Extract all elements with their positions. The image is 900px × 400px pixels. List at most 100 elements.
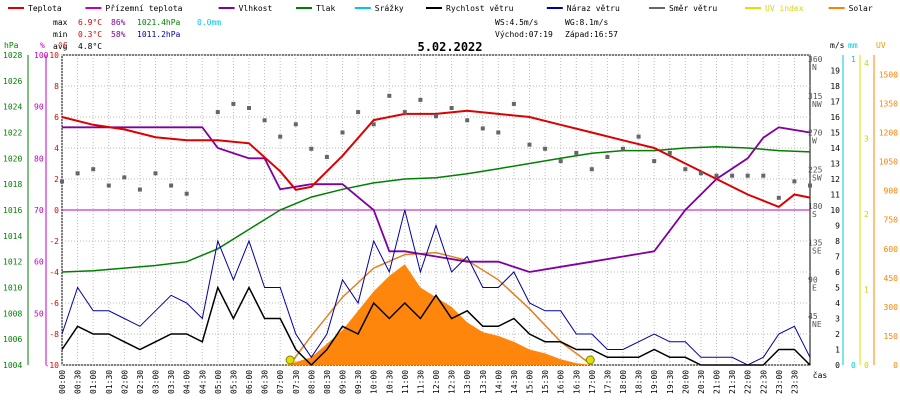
wind-dir-point-43	[745, 173, 750, 178]
wind-tick-14: 5	[835, 284, 840, 293]
hum-tick-1: 90	[34, 103, 44, 112]
wind-dir-point-7	[169, 183, 174, 188]
wind-tick-13: 6	[835, 268, 840, 277]
x-tick-10: 05:00	[214, 370, 223, 394]
wind-dir-point-33	[589, 167, 594, 172]
wind-dir-point-13	[278, 134, 283, 139]
legend-label-0: Teplota	[28, 4, 62, 13]
dir-tick-5: 135	[808, 239, 823, 248]
wind-dir-point-8	[184, 191, 189, 196]
wind-tick-8: 11	[830, 191, 840, 200]
x-tick-4: 02:00	[120, 370, 129, 394]
wind-dir-point-44	[761, 173, 766, 178]
x-tick-23: 11:30	[416, 370, 425, 394]
press-tick-8: 1012	[3, 258, 22, 267]
x-tick-label-4: 02:00	[120, 370, 129, 394]
wind-dir-point-6	[153, 171, 158, 176]
x-tick-label-5: 02:30	[136, 370, 145, 394]
wind-dir-point-12	[262, 118, 267, 123]
rain-tick-0: 1	[851, 55, 856, 64]
wind-dir-point-46	[792, 179, 797, 184]
stats-max-press: 1021.4hPa	[137, 18, 181, 27]
info-wg: WG:8.1m/s	[565, 18, 609, 27]
dir-tick-name-7: NE	[812, 320, 822, 329]
wind-dir-point-15	[309, 146, 314, 151]
dir-tick-7: 45	[808, 312, 818, 321]
x-tick-19: 09:30	[354, 370, 363, 394]
uv-tick-3: 1	[864, 286, 869, 295]
wind-dir-point-21	[402, 110, 407, 115]
uv-tick-2: 2	[864, 210, 869, 219]
x-tick-label-29: 14:30	[510, 370, 519, 394]
wind-gust-line	[61, 209, 811, 366]
dir-tick-1: 315	[808, 92, 823, 101]
dir-tick-name-4: S	[812, 210, 817, 219]
sunrise-marker	[285, 355, 295, 365]
wind-dir-point-28	[511, 101, 516, 106]
legend-label-3: Tlak	[316, 4, 335, 13]
dir-tick-0: 360	[808, 55, 823, 64]
wind-tick-9: 10	[830, 206, 840, 215]
x-tick-label-18: 09:00	[339, 370, 348, 394]
x-tick-47: 23:30	[790, 370, 799, 394]
legend-label-9: Solar	[849, 4, 873, 13]
wind-tick-1: 18	[830, 82, 840, 91]
x-tick-label-37: 18:30	[635, 370, 644, 394]
x-tick-34: 17:00	[588, 370, 597, 394]
solar-tick-8: 300	[884, 303, 899, 312]
wind-dir-point-30	[543, 146, 548, 151]
info-ws: WS:4.5m/s	[495, 18, 539, 27]
wind-tick-5: 14	[830, 144, 840, 153]
x-tick-5: 02:30	[136, 370, 145, 394]
x-tick-29: 14:30	[510, 370, 519, 394]
x-tick-label-28: 14:00	[494, 370, 503, 394]
wind-dir-point-5	[137, 187, 142, 192]
x-tick-label-3: 01:30	[105, 370, 114, 394]
x-tick-label-35: 17:30	[603, 370, 612, 394]
stats-min-label: min	[53, 30, 68, 39]
wind-tick-11: 8	[835, 237, 840, 246]
temp-tick-5: 0	[54, 206, 59, 215]
uv-tick-4: 0	[864, 361, 869, 370]
temperature-line	[61, 109, 811, 209]
wind-dir-point-27	[496, 130, 501, 135]
x-tick-13: 06:30	[261, 370, 270, 394]
solar-tick-3: 1050	[879, 158, 898, 167]
x-tick-30: 15:00	[526, 370, 535, 394]
temp-tick-10: -10	[45, 361, 60, 370]
solar-tick-9: 150	[884, 332, 899, 341]
wind-dir-point-24	[449, 106, 454, 110]
x-tick-37: 18:30	[635, 370, 644, 394]
stats-min-press: 1011.2hPa	[137, 30, 181, 39]
press-tick-9: 1010	[3, 284, 22, 293]
x-tick-6: 03:00	[152, 370, 161, 394]
hum-tick-4: 60	[34, 258, 44, 267]
press-tick-2: 1024	[3, 103, 22, 112]
x-tick-label-45: 22:30	[759, 370, 768, 394]
x-tick-label-34: 17:00	[588, 370, 597, 394]
legend: Teplota Přízemní teplota Vlhkost Tlak Srážky…	[8, 4, 873, 13]
x-tick-label-44: 22:00	[744, 370, 753, 394]
x-tick-label-16: 08:00	[307, 370, 316, 394]
temp-tick-0: 10	[49, 51, 59, 60]
x-tick-8: 04:00	[183, 370, 192, 394]
x-tick-40: 20:00	[681, 370, 690, 394]
hum-tick-0: 100	[34, 51, 49, 60]
x-tick-label-27: 13:30	[479, 370, 488, 394]
solar-area	[62, 264, 810, 365]
press-tick-5: 1018	[3, 180, 22, 189]
x-tick-label-15: 07:30	[292, 370, 301, 394]
dir-tick-4: 180	[808, 202, 823, 211]
x-tick-label-30: 15:00	[526, 370, 535, 394]
wind-dir-point-1	[75, 171, 80, 176]
x-tick-label-13: 06:30	[261, 370, 270, 394]
info-sunset: Západ:16:57	[565, 30, 618, 39]
stats-min-hum: 58%	[111, 30, 126, 39]
press-tick-11: 1006	[3, 335, 22, 344]
wind-dir-point-47	[808, 183, 812, 188]
wind-dir-point-18	[356, 110, 361, 115]
chart-date: 5.02.2022	[417, 40, 482, 54]
dir-tick-name-6: E	[812, 283, 817, 292]
x-tick-41: 20:30	[697, 370, 706, 394]
